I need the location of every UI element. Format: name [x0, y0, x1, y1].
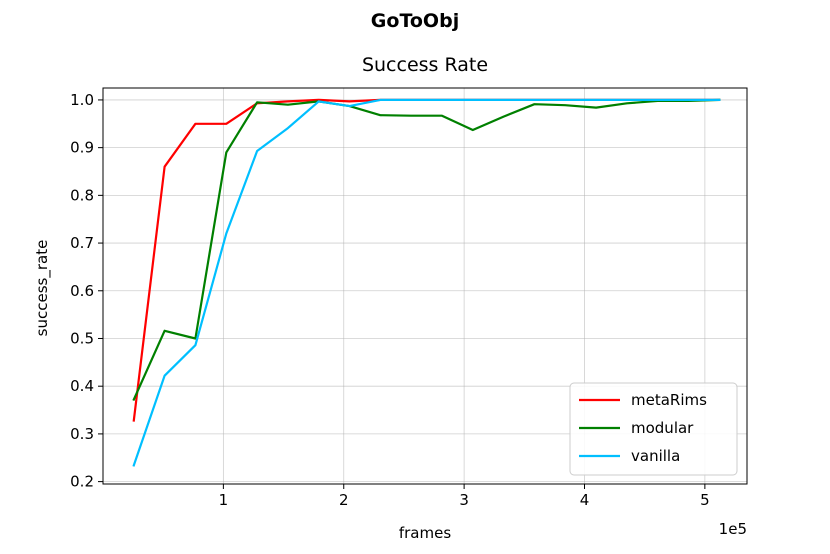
y-tick-label: 0.9	[70, 139, 94, 157]
legend: metaRims modular vanilla	[569, 382, 738, 476]
x-tick-label: 5	[700, 491, 710, 509]
series-lines	[132, 98, 721, 467]
x-axis-offset-text: 1e5	[719, 520, 747, 538]
y-tick-label: 0.6	[70, 282, 94, 300]
y-tick-label: 0.2	[70, 473, 94, 491]
legend-label-vanilla: vanilla	[631, 447, 680, 465]
legend-label-modular: modular	[631, 419, 694, 437]
series-line-vanilla	[132, 98, 721, 467]
y-axis-label: success_rate	[33, 240, 52, 337]
chart-title: Success Rate	[362, 54, 488, 76]
legend-box	[569, 382, 738, 476]
y-tick-label: 0.4	[70, 377, 94, 395]
y-tick-label: 0.7	[70, 234, 94, 252]
y-axis-ticks: 0.2 0.3 0.4 0.5 0.6 0.7 0.8 0.9 1.0	[70, 91, 103, 491]
x-tick-label: 3	[459, 491, 469, 509]
x-tick-label: 4	[580, 491, 590, 509]
x-tick-label: 2	[339, 491, 349, 509]
plot-area	[102, 87, 748, 485]
x-tick-label: 1	[219, 491, 229, 509]
y-tick-label: 0.8	[70, 186, 94, 204]
x-axis-label: frames	[399, 524, 451, 542]
x-axis-ticks: 1 2 3 4 5	[219, 484, 710, 509]
legend-label-metarims: metaRims	[631, 391, 707, 409]
y-tick-label: 1.0	[70, 91, 94, 109]
chart-suptitle: GoToObj	[371, 10, 459, 32]
y-tick-label: 0.3	[70, 425, 94, 443]
y-tick-label: 0.5	[70, 329, 94, 347]
series-line-modular	[132, 98, 721, 402]
